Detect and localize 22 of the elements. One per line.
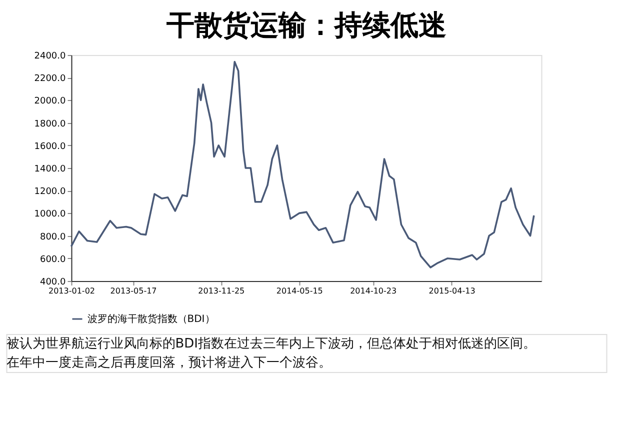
x-tick-label: 2013-01-02 bbox=[48, 286, 95, 296]
legend-label: 波罗的海干散货指数（BDI） bbox=[87, 313, 215, 325]
y-tick-label: 800.0 bbox=[40, 232, 66, 242]
y-tick-label: 1000.0 bbox=[34, 210, 66, 220]
y-tick-label: 1800.0 bbox=[34, 119, 66, 130]
x-tick-label: 2013-11-25 bbox=[198, 286, 245, 296]
x-tick-label: 2014-10-23 bbox=[350, 286, 397, 296]
y-tick-label: 600.0 bbox=[40, 254, 66, 265]
text: 在年中一度走高之后再度回落，预计将进入下一个波谷。 bbox=[6, 354, 332, 370]
y-tick-label: 1200.0 bbox=[34, 187, 66, 198]
x-tick-label: 2013-05-17 bbox=[110, 286, 157, 296]
x-tick-label: 2015-04-13 bbox=[428, 286, 476, 296]
y-tick-label: 1600.0 bbox=[34, 142, 66, 152]
x-tick-label: 2014-05-15 bbox=[276, 286, 323, 296]
y-tick-label: 2200.0 bbox=[34, 74, 66, 84]
y-tick-label: 2000.0 bbox=[34, 96, 66, 107]
line-series bbox=[70, 60, 535, 268]
chart-title: 干散货运输：持续低迷 bbox=[165, 8, 446, 42]
y-tick-label: 2400.0 bbox=[34, 52, 66, 62]
y-tick-label: 400.0 bbox=[40, 278, 66, 288]
text: 被认为世界航运行业风向标的BDI指数在过去三年内上下波动，但总体处于相对低迷的区间。 bbox=[6, 336, 536, 352]
y-tick-label: 1400.0 bbox=[34, 164, 66, 174]
